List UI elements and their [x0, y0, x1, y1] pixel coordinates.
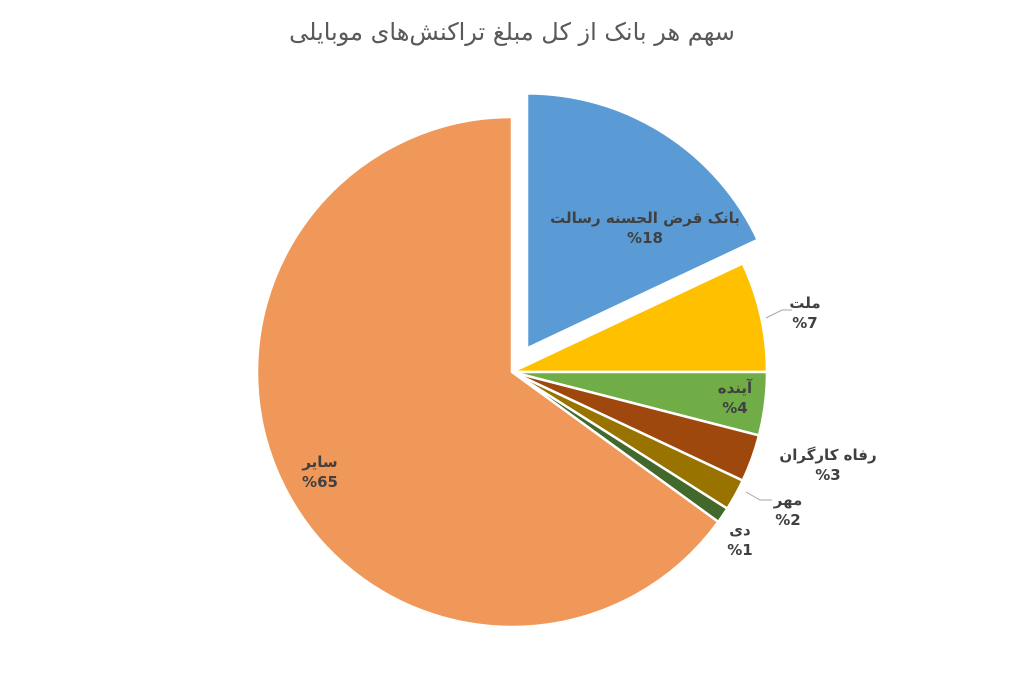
data-label: سایر %65 — [270, 452, 370, 492]
label-category: رفاه کارگران — [779, 446, 877, 464]
label-value: %7 — [792, 314, 818, 332]
pie-slice — [525, 92, 760, 351]
data-label: مهر %2 — [748, 490, 828, 530]
label-category: مهر — [773, 491, 803, 509]
data-label: بانک قرض الحسنه رسالت %18 — [550, 208, 740, 248]
label-category: سایر — [302, 453, 338, 471]
label-category: ملت — [789, 294, 821, 312]
label-value: %2 — [775, 511, 801, 529]
pie-slice — [511, 261, 769, 374]
label-value: %1 — [727, 541, 753, 559]
leader-line — [765, 309, 792, 319]
chart-title: سهم هر بانک از کل مبلغ تراکنش‌های موبایل… — [289, 18, 735, 46]
data-label: رفاه کارگران %3 — [758, 445, 898, 485]
label-category: دی — [729, 521, 751, 539]
pie-slice — [255, 115, 721, 629]
leader-line — [745, 491, 772, 501]
data-label: آینده %4 — [695, 378, 775, 418]
label-value: %65 — [302, 473, 338, 491]
data-label: دی %1 — [710, 520, 770, 560]
label-value: %3 — [815, 466, 841, 484]
label-category: بانک قرض الحسنه رسالت — [550, 209, 740, 227]
label-value: %4 — [722, 399, 748, 417]
label-value: %18 — [627, 229, 663, 247]
data-label: ملت %7 — [765, 293, 845, 333]
label-category: آینده — [717, 379, 753, 397]
